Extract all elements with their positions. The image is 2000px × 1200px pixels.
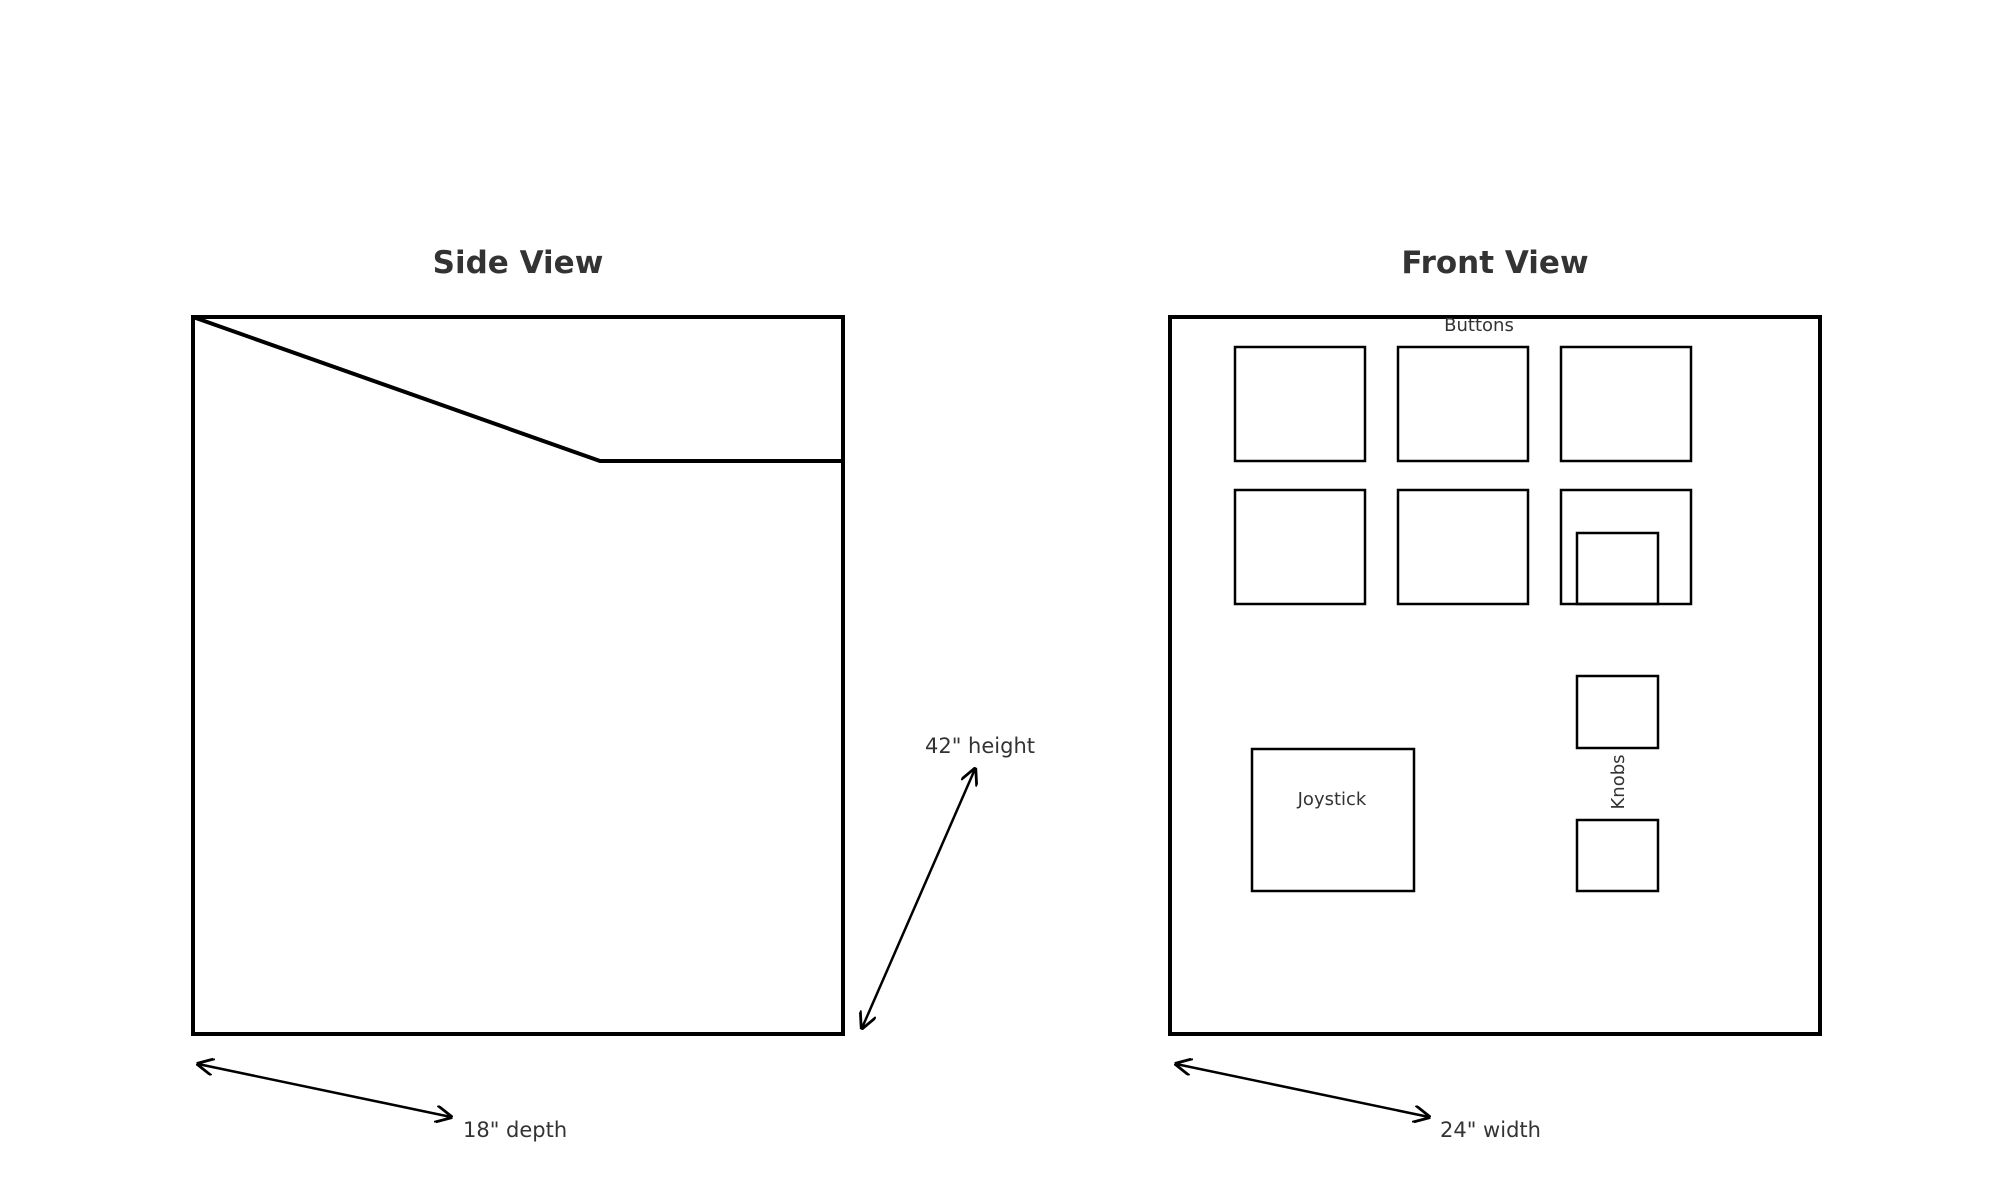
- front-view-title: Front View: [1401, 245, 1588, 281]
- knobs-label: Knobs: [1608, 754, 1629, 809]
- side-view-panel: Side View 42" height 18" depth: [191, 245, 1035, 1142]
- button: [1396, 488, 1530, 606]
- height-label: 42" height: [925, 734, 1035, 758]
- depth-label: 18" depth: [463, 1118, 567, 1142]
- joystick-label: Joystick: [1297, 789, 1367, 810]
- width-label: 24" width: [1440, 1118, 1541, 1142]
- button: [1559, 345, 1693, 463]
- side-view-outline: [191, 315, 845, 1036]
- height-arrow: [862, 769, 975, 1028]
- button: [1396, 345, 1530, 463]
- side-view-title: Side View: [433, 245, 604, 281]
- knob: [1575, 531, 1660, 606]
- depth-arrow: [198, 1064, 451, 1117]
- front-view-panel: Front View Buttons Knobs Joystick 24" wi…: [1168, 245, 1822, 1142]
- front-view-outline: [1168, 315, 1822, 1036]
- control-panel-slope: [192, 315, 843, 463]
- buttons-label: Buttons: [1444, 315, 1514, 336]
- knob: [1575, 818, 1660, 893]
- knob: [1575, 674, 1660, 750]
- button: [1559, 488, 1693, 606]
- width-arrow: [1176, 1064, 1429, 1117]
- button: [1233, 488, 1367, 606]
- button: [1233, 345, 1367, 463]
- joystick: [1250, 747, 1416, 893]
